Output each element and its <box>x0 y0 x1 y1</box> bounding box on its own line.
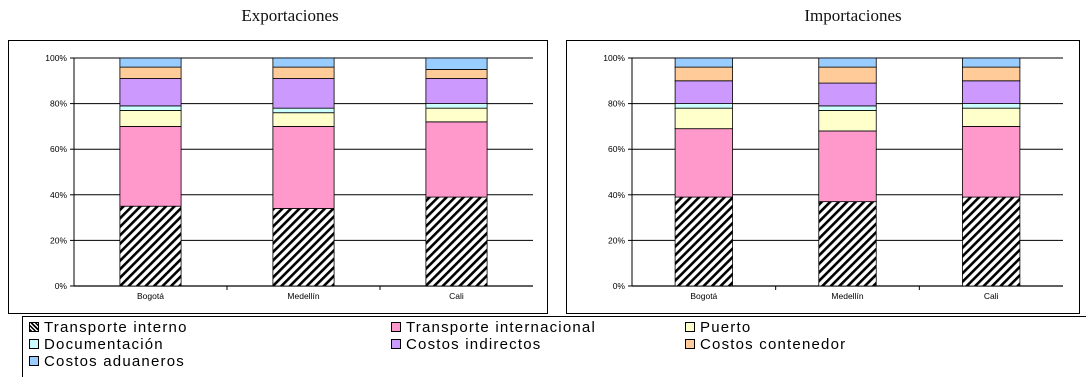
legend-swatch-icon <box>685 339 695 349</box>
bar-segment-transporte-interno-medellin <box>818 201 877 287</box>
legend-item-costos-indirectos: Costos indirectos <box>391 335 542 353</box>
bar-segment-documentacion-cali <box>962 103 1021 109</box>
legend-item-puerto: Puerto <box>685 318 752 336</box>
legend-swatch-icon <box>685 322 695 332</box>
bar-segment-costos-aduaneros-cali <box>962 57 1021 68</box>
bar-segment-costos-contenedor-cali <box>962 66 1021 82</box>
y-tick-label: 100% <box>603 53 625 63</box>
x-tick-label-cali: Cali <box>984 291 999 301</box>
y-tick-label: 100% <box>45 53 67 63</box>
bar-segment-costos-indirectos-bogota <box>119 78 182 107</box>
y-tick-label: 0% <box>613 281 626 291</box>
y-tick-label: 40% <box>50 190 67 200</box>
bar-segment-costos-aduaneros-medellin <box>818 57 877 68</box>
bar-segment-transporte-internacional-medellin <box>818 130 877 203</box>
legend-label: Costos aduaneros <box>44 352 185 370</box>
legend-item-documentacion: Documentación <box>29 335 164 353</box>
legend-item-transporte-interno: Transporte interno <box>29 318 188 336</box>
bar-segment-puerto-medellin <box>272 112 335 127</box>
bar-segment-transporte-internacional-medellin <box>272 126 335 209</box>
bar-segment-transporte-internacional-bogota <box>674 128 733 198</box>
legend-item-transporte-internacional: Transporte internacional <box>391 318 596 336</box>
y-tick-label: 20% <box>608 235 625 245</box>
legend-label: Transporte interno <box>44 318 188 336</box>
legend-swatch-icon <box>29 339 39 349</box>
hatch-swatch-icon <box>29 322 39 332</box>
importaciones-chart: 0% 20% 40% 60% 80% 100% Bogotá Medellín Cali <box>566 40 1080 314</box>
bar-segment-costos-contenedor-bogota <box>674 66 733 82</box>
bar-segment-costos-aduaneros-bogota <box>674 57 733 68</box>
bar-segment-puerto-bogota <box>674 107 733 130</box>
chart-title-importaciones: Importaciones <box>804 6 902 25</box>
y-tick-label: 60% <box>50 144 67 154</box>
y-tick-label: 20% <box>50 235 67 245</box>
bar-segment-puerto-bogota <box>119 110 182 127</box>
bar-segment-transporte-interno-cali <box>962 196 1021 287</box>
bar-segment-costos-indirectos-medellin <box>818 82 877 107</box>
bar-segment-costos-indirectos-bogota <box>674 80 733 104</box>
bar-segment-transporte-internacional-cali <box>962 126 1021 198</box>
bar-segment-costos-indirectos-cali <box>962 80 1021 104</box>
bar-segment-costos-indirectos-medellin <box>272 78 335 109</box>
bar-segment-transporte-internacional-bogota <box>119 126 182 207</box>
bar-segment-puerto-medellin <box>818 110 877 132</box>
x-tick-label-cali: Cali <box>449 291 464 301</box>
legend-label: Transporte internacional <box>406 318 596 336</box>
bar-segment-documentacion-medellin <box>818 105 877 111</box>
bar-segment-transporte-interno-bogota <box>674 196 733 287</box>
legend-swatch-icon <box>29 356 39 366</box>
bar-segment-transporte-interno-cali <box>425 196 488 287</box>
bar-segment-costos-aduaneros-cali <box>425 57 488 70</box>
bar-segment-costos-contenedor-bogota <box>119 66 182 79</box>
legend-item-costos-contenedor: Costos contenedor <box>685 335 847 353</box>
exportaciones-chart: 0% 20% 40% 60% 80% 100% Bogotá Medellín Cali <box>8 40 548 314</box>
legend-swatch-icon <box>391 322 401 332</box>
bar-segment-documentacion-bogota <box>674 103 733 109</box>
legend: Transporte interno Transporte internacio… <box>22 316 1086 377</box>
legend-label: Costos contenedor <box>700 335 847 353</box>
x-tick-label-medellin: Medellín <box>831 291 863 301</box>
legend-label: Documentación <box>44 335 164 353</box>
bar-segment-documentacion-medellin <box>272 107 335 114</box>
y-tick-label: 40% <box>608 190 625 200</box>
x-tick-label-bogota: Bogotá <box>137 291 164 301</box>
legend-label: Puerto <box>700 318 752 336</box>
y-tick-label: 80% <box>608 99 625 109</box>
x-tick-label-bogota: Bogotá <box>690 291 717 301</box>
bar-segment-costos-aduaneros-bogota <box>119 57 182 68</box>
y-tick-label: 60% <box>608 144 625 154</box>
bar-segment-puerto-cali <box>962 107 1021 127</box>
chart-title-exportaciones: Exportaciones <box>241 6 339 25</box>
y-tick-label: 0% <box>55 281 68 291</box>
bar-segment-documentacion-cali <box>425 103 488 109</box>
x-tick-label-medellin: Medellín <box>287 291 319 301</box>
bar-segment-puerto-cali <box>425 107 488 123</box>
bar-segment-transporte-interno-bogota <box>119 205 182 287</box>
y-tick-label: 80% <box>50 99 67 109</box>
bar-segment-costos-contenedor-cali <box>425 68 488 79</box>
bar-segment-costos-contenedor-medellin <box>272 66 335 79</box>
bar-segment-costos-contenedor-medellin <box>818 66 877 84</box>
bar-segment-transporte-interno-medellin <box>272 208 335 287</box>
legend-item-costos-aduaneros: Costos aduaneros <box>29 352 185 370</box>
bar-segment-documentacion-bogota <box>119 105 182 111</box>
bar-segment-costos-aduaneros-medellin <box>272 57 335 68</box>
bar-segment-transporte-internacional-cali <box>425 121 488 198</box>
bar-segment-costos-indirectos-cali <box>425 78 488 105</box>
legend-label: Costos indirectos <box>406 335 542 353</box>
legend-swatch-icon <box>391 339 401 349</box>
